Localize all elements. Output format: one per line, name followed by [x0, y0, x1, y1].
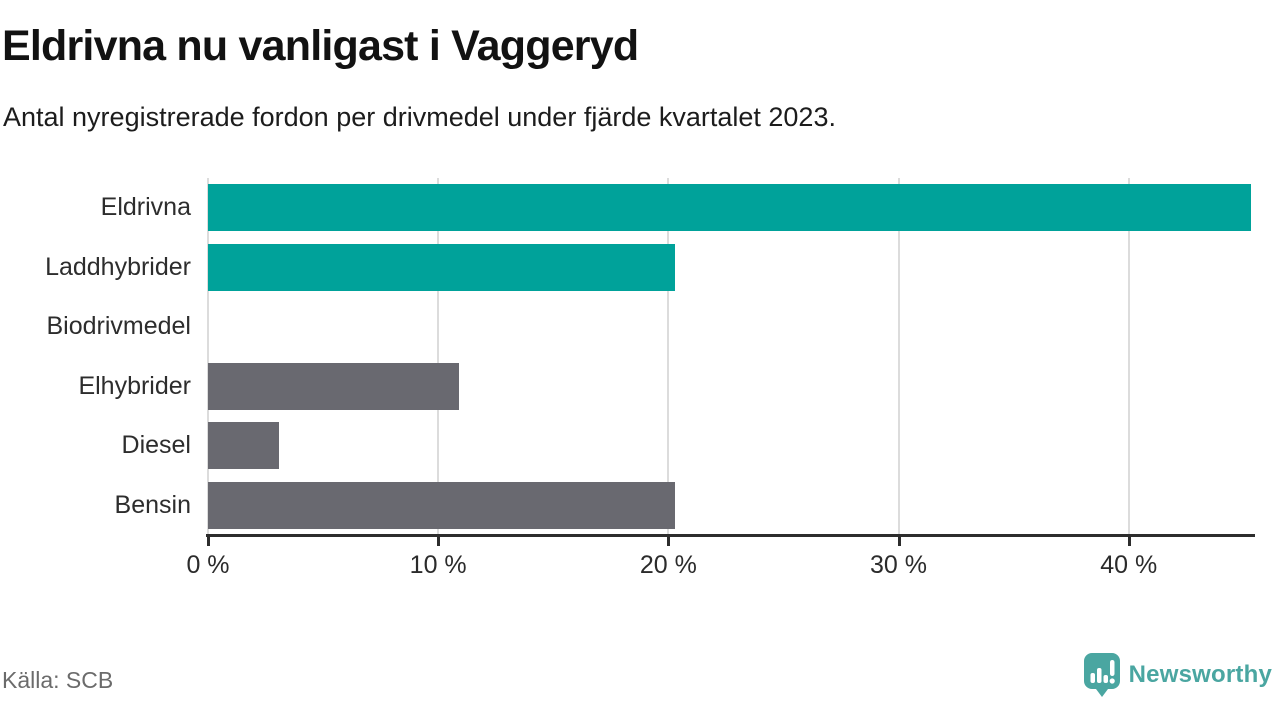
- chart-title: Eldrivna nu vanligast i Vaggeryd: [2, 22, 639, 70]
- bar-row-elhybrider: [208, 357, 1253, 417]
- category-label-diesel: Diesel: [121, 431, 191, 460]
- newsworthy-logo: Newsworthy: [1083, 653, 1272, 697]
- source-note: Källa: SCB: [2, 667, 114, 693]
- x-tick-label-20: 20 %: [639, 551, 697, 579]
- gridline-20: [667, 178, 670, 535]
- x-tick-10: [437, 537, 441, 546]
- category-label-eldrivna: Eldrivna: [100, 193, 191, 222]
- bar-eldrivna: [208, 184, 1251, 232]
- x-axis-ticks: [207, 537, 1253, 547]
- bar-row-biodrivmedel: [208, 297, 1253, 357]
- chart-subtitle: Antal nyregistrerade fordon per drivmede…: [3, 102, 836, 132]
- newsworthy-wordmark: Newsworthy: [1128, 661, 1272, 688]
- x-tick-label-40: 40 %: [1100, 551, 1158, 579]
- category-label-bensin: Bensin: [114, 490, 191, 519]
- x-tick-20: [667, 537, 671, 546]
- x-tick-40: [1127, 537, 1131, 546]
- category-label-laddhybrider: Laddhybrider: [45, 252, 191, 281]
- bar-rows: [208, 178, 1253, 535]
- bar-bensin: [208, 481, 676, 529]
- plot-area: [207, 178, 1253, 535]
- gridline-10: [437, 178, 440, 535]
- bar-elhybrider: [208, 362, 459, 410]
- gridline-40: [1127, 178, 1130, 535]
- category-label-elhybrider: Elhybrider: [78, 371, 191, 400]
- x-axis-line: [206, 534, 1255, 537]
- newsworthy-speech-bubble-chart-icon: [1083, 653, 1120, 697]
- x-tick-30: [897, 537, 901, 546]
- category-labels: Eldrivna Laddhybrider Biodrivmedel Elhybrid…: [0, 178, 191, 535]
- gridline-30: [897, 178, 900, 535]
- bar-laddhybrider: [208, 243, 676, 291]
- bar-row-bensin: [208, 476, 1253, 536]
- x-tick-0: [207, 537, 210, 546]
- gridlines: [207, 178, 1253, 535]
- bar-row-eldrivna: [208, 178, 1253, 238]
- x-tick-label-0: 0 %: [186, 551, 230, 579]
- category-label-biodrivmedel: Biodrivmedel: [46, 312, 191, 341]
- bar-row-diesel: [208, 416, 1253, 476]
- x-tick-label-10: 10 %: [409, 551, 467, 579]
- bar-diesel: [208, 422, 280, 470]
- bar-row-laddhybrider: [208, 238, 1253, 298]
- gridline-0: [207, 178, 209, 535]
- x-axis-tick-labels: 0 % 10 % 20 % 30 % 40 %: [186, 551, 1253, 581]
- x-tick-label-30: 30 %: [870, 551, 928, 579]
